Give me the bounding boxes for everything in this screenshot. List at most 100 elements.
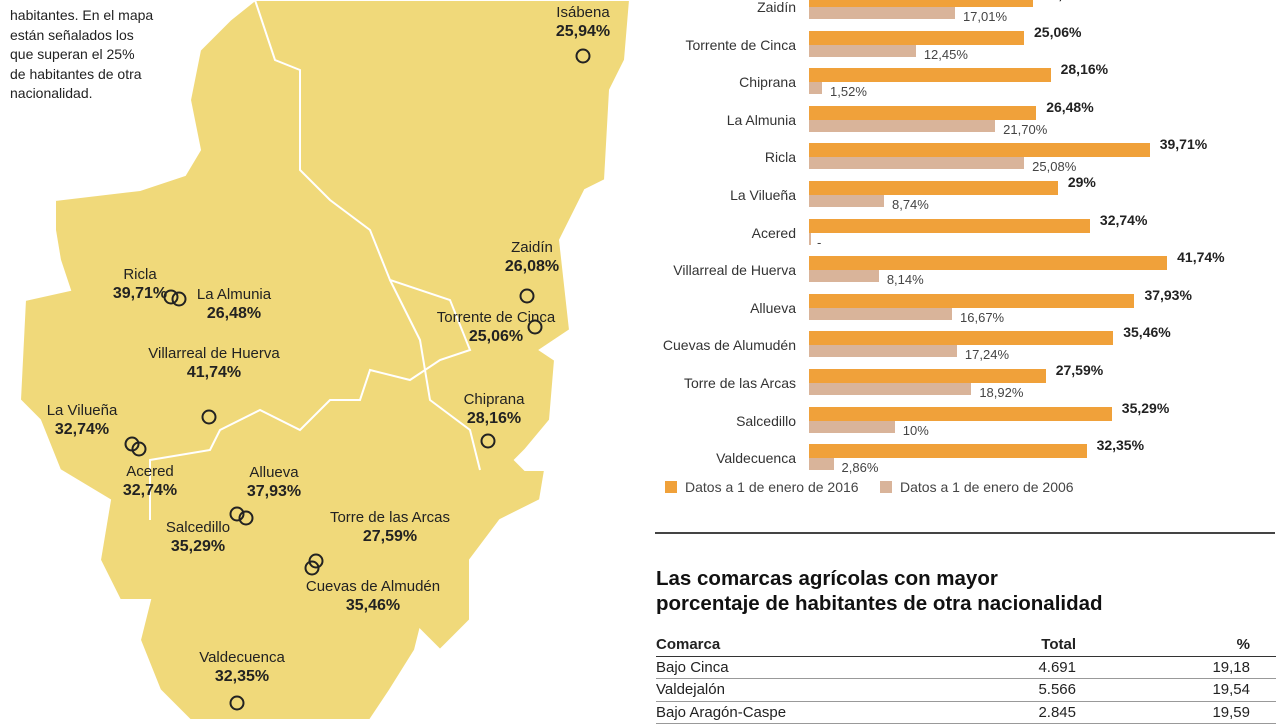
value-label-2016: 29% — [1068, 174, 1096, 190]
bar-2006 — [809, 233, 811, 245]
marker-ring-icon — [576, 49, 591, 64]
place-name: Chiprana — [464, 390, 525, 409]
bar-2016 — [809, 68, 1051, 82]
category-label: Chiprana — [739, 74, 796, 90]
bar-2006 — [809, 383, 971, 395]
place-value: 26,48% — [197, 304, 271, 323]
cell: 5.566 — [956, 681, 1076, 698]
cell: 19,59 — [1076, 704, 1276, 721]
value-label-2016: 37,93% — [1144, 287, 1191, 303]
intro-line: de habitantes de otra — [10, 65, 190, 85]
place-name: La Almunia — [197, 285, 271, 304]
marker-ring-icon — [230, 507, 245, 522]
bar-2016 — [809, 181, 1058, 195]
intro-line: que superan el 25% — [10, 45, 190, 65]
bar-2006 — [809, 7, 955, 19]
header-cell: Total — [956, 636, 1076, 653]
value-label-2006: 17,24% — [965, 347, 1009, 362]
category-label: Valdecuenca — [716, 450, 796, 466]
value-label-2016: 26,48% — [1046, 99, 1093, 115]
place-name: Torre de las Arcas — [330, 508, 450, 527]
value-label-2016: 39,71% — [1160, 136, 1207, 152]
value-label-2016: 35,46% — [1123, 324, 1170, 340]
place-name: Acered — [123, 462, 177, 481]
value-label-2006: 8,74% — [892, 197, 929, 212]
legend-swatch — [880, 481, 892, 493]
value-label-2006: 21,70% — [1003, 122, 1047, 137]
place-value: 35,46% — [306, 596, 440, 615]
bar-2006 — [809, 421, 895, 433]
place-value: 27,59% — [330, 527, 450, 546]
category-label: La Vilueña — [730, 187, 796, 203]
marker-ring-icon — [305, 561, 320, 576]
header-cell: Comarca — [656, 636, 956, 653]
place-name: Villarreal de Huerva — [148, 344, 279, 363]
bar-2016 — [809, 31, 1024, 45]
bar-2016 — [809, 294, 1134, 308]
value-label-2006: 12,45% — [924, 47, 968, 62]
marker-ring-icon — [528, 320, 543, 335]
value-label-2006: 1,52% — [830, 84, 867, 99]
cell: Bajo Cinca — [656, 659, 956, 676]
value-label-2006: 16,67% — [960, 310, 1004, 325]
place-name: Valdecuenca — [199, 648, 285, 667]
title-line: Las comarcas agrícolas con mayor — [656, 566, 1103, 591]
cell: Valdejalón — [656, 681, 956, 698]
value-label-2016: 32,35% — [1097, 437, 1144, 453]
bar-2006 — [809, 82, 822, 94]
intro-text: habitantes. En el mapa están señalados l… — [10, 6, 190, 104]
place-value: 32,74% — [123, 481, 177, 500]
place-name: Salcedillo — [166, 518, 230, 537]
marker-ring-icon — [202, 410, 217, 425]
legend-2016: Datos a 1 de enero de 2016 — [665, 479, 859, 495]
bar-2006 — [809, 45, 916, 57]
place-value: 39,71% — [113, 284, 167, 303]
value-label-2006: 25,08% — [1032, 159, 1076, 174]
legend-swatch — [665, 481, 677, 493]
category-label: Torrente de Cinca — [685, 37, 796, 53]
place-value: 32,35% — [199, 667, 285, 686]
place-name: Cuevas de Almudén — [306, 577, 440, 596]
place-name: Allueva — [247, 463, 301, 482]
cell: 19,18 — [1076, 659, 1276, 676]
value-label-2006: 10% — [903, 423, 929, 438]
bar-2016 — [809, 331, 1113, 345]
value-label-2006: 17,01% — [963, 9, 1007, 24]
title-line: porcentaje de habitantes de otra naciona… — [656, 591, 1103, 616]
value-label-2016: 35,29% — [1122, 400, 1169, 416]
marker-ring-icon — [520, 289, 535, 304]
place-value: 32,74% — [47, 420, 118, 439]
bar-2006 — [809, 345, 957, 357]
marker-ring-icon — [132, 442, 147, 457]
category-label: Torre de las Arcas — [684, 375, 796, 391]
bar-2016 — [809, 369, 1046, 383]
value-label-2016: 41,74% — [1177, 249, 1224, 265]
bar-2006 — [809, 458, 834, 470]
category-label: Villarreal de Huerva — [673, 262, 796, 278]
category-label: Allueva — [750, 300, 796, 316]
category-label: Zaidín — [757, 0, 796, 15]
cell: Bajo Aragón-Caspe — [656, 704, 956, 721]
legend-2006: Datos a 1 de enero de 2006 — [880, 479, 1074, 495]
intro-line: habitantes. En el mapa — [10, 6, 190, 26]
value-label-2006: 18,92% — [979, 385, 1023, 400]
place-value: 26,08% — [505, 257, 559, 276]
value-label-2016: 27,59% — [1056, 362, 1103, 378]
value-label-2006: - — [817, 235, 821, 250]
place-value: 35,29% — [166, 537, 230, 556]
cell: 2.845 — [956, 704, 1076, 721]
bar-2016 — [809, 444, 1087, 458]
category-label: Ricla — [765, 149, 796, 165]
category-label: Cuevas de Alumudén — [663, 337, 796, 353]
